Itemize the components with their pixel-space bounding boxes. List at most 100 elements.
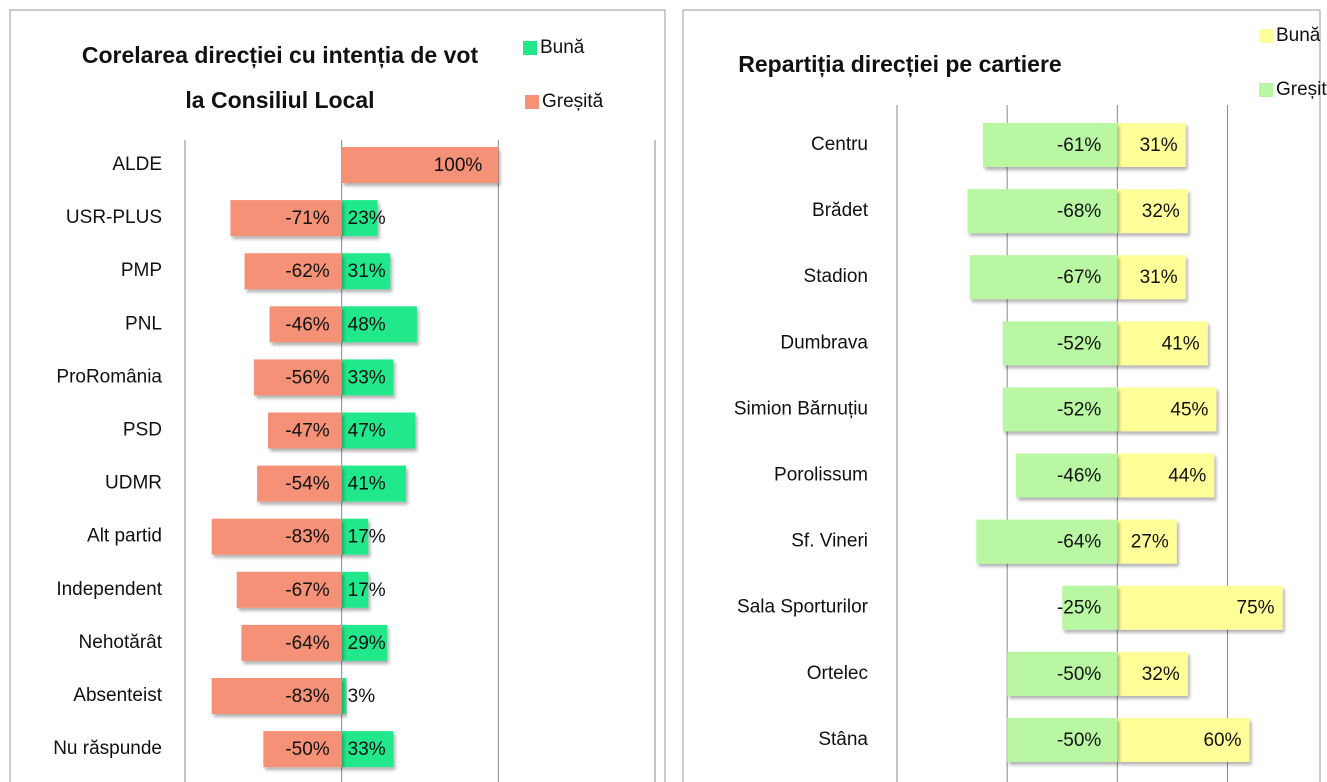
bar: [1007, 717, 1118, 762]
bar: [241, 624, 342, 661]
legend-swatch: [525, 95, 539, 109]
bar: [982, 123, 1118, 167]
value-label: -52%: [1057, 333, 1101, 354]
chart-title: Repartiția direcției pe cartiere: [738, 51, 1061, 78]
value-label: 33%: [348, 739, 386, 760]
legend-swatch: [523, 41, 537, 55]
category-label: Ortelec: [807, 663, 868, 684]
bar: [341, 731, 394, 768]
value-label: -25%: [1057, 598, 1101, 619]
bar: [341, 624, 388, 661]
value-label: 41%: [1162, 333, 1200, 354]
category-label: Nu răspunde: [53, 738, 162, 759]
value-label: 17%: [348, 527, 386, 548]
value-label: -67%: [285, 580, 329, 601]
value-label: 44%: [1168, 466, 1206, 487]
category-label: PNL: [125, 313, 162, 334]
category-label: Centru: [811, 134, 868, 155]
value-label: 29%: [348, 633, 386, 654]
value-label: 32%: [1142, 201, 1180, 222]
bar: [341, 253, 391, 290]
value-label: 75%: [1237, 598, 1275, 619]
bar: [1117, 453, 1215, 498]
bar: [263, 731, 342, 768]
category-label: USR-PLUS: [66, 207, 162, 228]
chart-title: Corelarea direcției cu intenția de vot: [82, 42, 479, 69]
value-label: -83%: [285, 527, 329, 548]
panel-frame: [9, 9, 666, 782]
value-label: 31%: [1140, 267, 1178, 288]
legend-label: Bună: [1276, 25, 1321, 46]
bar: [269, 306, 342, 343]
value-label: 100%: [434, 155, 483, 176]
bar: [341, 359, 394, 396]
value-label: 23%: [348, 208, 386, 229]
bar: [1015, 453, 1118, 498]
category-label: ALDE: [112, 154, 162, 175]
value-label: -56%: [285, 367, 329, 388]
value-label: 60%: [1203, 730, 1241, 751]
value-label: 48%: [348, 314, 386, 335]
value-label: -50%: [1057, 730, 1101, 751]
bar: [1117, 651, 1188, 696]
bar: [341, 518, 369, 555]
category-label: Absenteist: [73, 685, 162, 706]
bar: [1117, 519, 1177, 564]
bar: [1117, 321, 1208, 366]
value-label: -54%: [285, 474, 329, 495]
bar: [976, 519, 1118, 564]
value-label: -52%: [1057, 399, 1101, 420]
category-label: Nehotărât: [79, 632, 163, 653]
category-label: Brădet: [812, 200, 869, 221]
bar: [341, 412, 416, 449]
category-label: PMP: [121, 260, 162, 281]
category-label: Stâna: [818, 729, 868, 750]
bar: [1117, 189, 1188, 234]
value-label: -50%: [285, 739, 329, 760]
bar: [341, 678, 347, 714]
value-label: -47%: [285, 421, 329, 442]
bar: [211, 678, 342, 714]
category-label: UDMR: [105, 473, 162, 494]
bar: [211, 518, 342, 555]
value-label: 33%: [348, 367, 386, 388]
bar: [230, 200, 342, 237]
value-label: 27%: [1131, 532, 1169, 553]
bar: [1002, 321, 1118, 366]
value-label: 45%: [1170, 399, 1208, 420]
category-label: Sf. Vineri: [791, 531, 868, 552]
value-label: -46%: [1057, 466, 1101, 487]
bar: [967, 189, 1118, 234]
legend-label: Greșită: [542, 91, 604, 112]
category-label: Porolissum: [774, 465, 868, 486]
bar: [341, 571, 369, 608]
category-label: Dumbrava: [780, 332, 868, 353]
bar: [1117, 255, 1186, 300]
bar: [1007, 651, 1118, 696]
value-label: -46%: [285, 314, 329, 335]
bar: [1062, 585, 1118, 630]
legend-swatch: [1259, 29, 1273, 43]
bar: [1117, 123, 1186, 167]
bar: [341, 200, 378, 237]
value-label: -50%: [1057, 664, 1101, 685]
bar: [969, 255, 1118, 300]
value-label: 3%: [348, 686, 376, 707]
category-label: Sala Sporturilor: [737, 597, 869, 618]
bar: [341, 147, 499, 183]
value-label: 41%: [348, 474, 386, 495]
value-label: -64%: [285, 633, 329, 654]
value-label: 32%: [1142, 664, 1180, 685]
panel-frame: [682, 9, 1321, 782]
value-label: 17%: [348, 580, 386, 601]
category-label: Independent: [56, 579, 162, 600]
value-label: -83%: [285, 686, 329, 707]
bar: [268, 412, 342, 449]
bar: [341, 306, 417, 343]
bar: [341, 465, 406, 502]
value-label: 47%: [348, 421, 386, 442]
bar: [1002, 387, 1118, 432]
value-label: 31%: [1140, 135, 1178, 156]
bar: [253, 359, 342, 396]
